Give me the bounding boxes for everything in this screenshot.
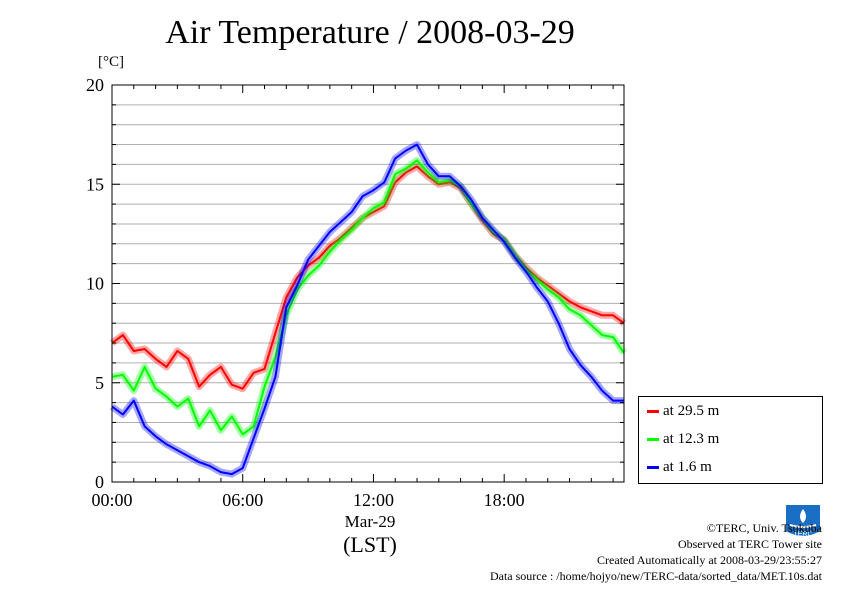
x-tick-label: 18:00: [484, 490, 525, 510]
y-tick-label: 10: [86, 274, 104, 294]
axis-ticks: 0 5 10 15 20 00:00 06:00 12:00 18:00: [86, 75, 624, 510]
series-line-1: [111, 159, 625, 436]
legend-label: at 29.5 m: [663, 403, 720, 419]
legend-swatch-red: [647, 410, 659, 414]
credit-created: Created Automatically at 2008-03-29/23:5…: [597, 553, 822, 567]
x-tick-label: 12:00: [353, 490, 394, 510]
terc-logo-icon: TERC: [786, 505, 820, 538]
x-axis-date: Mar-29: [344, 512, 396, 531]
credit-source: Data source : /home/hojyo/new/TERC-data/…: [489, 569, 822, 583]
logo-text: TERC: [793, 531, 812, 538]
credit-site: Observed at TERC Tower site: [677, 537, 822, 551]
series-lines: [109, 141, 627, 478]
legend-label: at 12.3 m: [663, 431, 720, 447]
legend-item-1-6m: at 1.6 m: [647, 459, 712, 476]
legend-item-29-5m: at 29.5 m: [647, 403, 719, 420]
y-tick-label: 15: [86, 174, 104, 194]
legend-item-12-3m: at 12.3 m: [647, 431, 719, 448]
series-line-0: [111, 165, 625, 390]
series-band-0: [109, 162, 627, 393]
series-line-2: [111, 143, 624, 476]
legend-swatch-green: [647, 438, 659, 442]
legend-swatch-blue: [647, 466, 659, 470]
y-tick-label: 5: [95, 373, 104, 393]
x-tick-label: 00:00: [91, 490, 132, 510]
y-axis-unit: [°C]: [98, 54, 124, 70]
x-tick-label: 06:00: [222, 490, 263, 510]
x-axis-timezone: (LST): [343, 532, 397, 557]
chart-title: Air Temperature / 2008-03-29: [165, 14, 575, 51]
y-tick-label: 0: [95, 472, 104, 492]
legend: at 29.5 m at 12.3 m at 1.6 m: [638, 396, 823, 484]
grid-lines: [112, 104, 624, 463]
y-tick-label: 20: [86, 75, 104, 95]
legend-label: at 1.6 m: [663, 459, 712, 475]
credits: ©TERC, Univ. Tsukuba Observed at TERC To…: [490, 520, 822, 584]
credit-copyright: ©TERC, Univ. Tsukuba: [706, 521, 822, 535]
